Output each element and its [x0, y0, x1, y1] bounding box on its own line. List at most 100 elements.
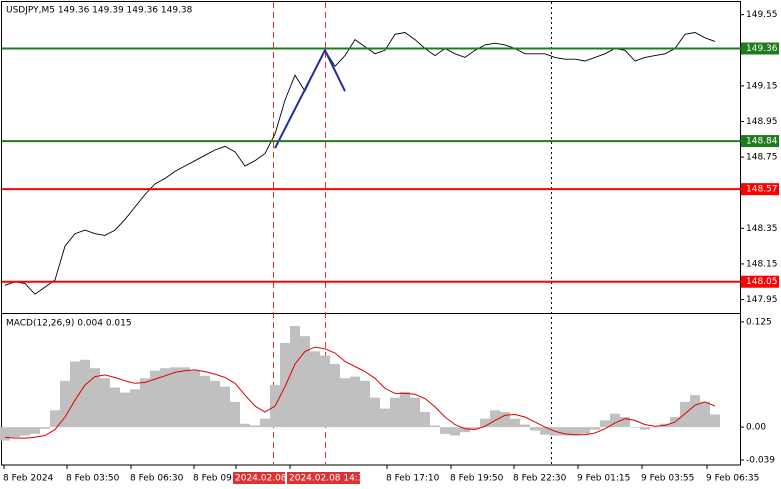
macd-bar — [400, 391, 410, 428]
x-tick-label: 9 Feb 01:15 — [577, 474, 630, 484]
macd-bar — [110, 387, 120, 428]
macd-bar — [430, 425, 440, 428]
level-label: 148.05 — [746, 277, 778, 287]
macd-bar — [70, 361, 80, 428]
macd-bar — [510, 418, 520, 428]
macd-bar — [40, 427, 50, 429]
x-tick-label: 8 Feb 17:10 — [386, 474, 440, 484]
level-label: 149.36 — [746, 44, 778, 54]
y-tick-label: 148.95 — [746, 117, 778, 127]
level-label: 148.84 — [746, 137, 778, 147]
y-tick-label: 0.00 — [746, 423, 766, 433]
x-tick-label: 8 Feb 22:30 — [513, 474, 567, 484]
macd-bar — [230, 401, 240, 428]
macd-bar — [580, 427, 590, 434]
macd-bar — [250, 425, 260, 428]
level-label-box — [741, 275, 779, 288]
level-label: 148.57 — [746, 185, 778, 195]
macd-bar — [170, 367, 180, 428]
macd-bar — [600, 420, 610, 428]
macd-bar — [60, 380, 70, 428]
macd-bar — [20, 427, 30, 436]
x-tick-label: 8 Feb 19:50 — [450, 474, 504, 484]
macd-bar — [210, 380, 220, 428]
macd-bar — [590, 427, 600, 430]
y-tick-label: 147.95 — [746, 295, 778, 305]
macd-bar — [90, 368, 100, 428]
macd-bar — [610, 413, 620, 428]
x-tick-label: 9 Feb 06:35 — [706, 474, 759, 484]
trend-line — [274, 48, 346, 149]
level-label-box — [741, 42, 779, 55]
macd-bar — [130, 389, 140, 428]
macd-bar — [310, 351, 320, 428]
macd-bar — [390, 397, 400, 428]
macd-bar — [140, 378, 150, 428]
y-tick-label: 149.15 — [746, 81, 778, 91]
macd-bar — [420, 411, 430, 428]
macd-bar — [350, 376, 360, 428]
x-tick-label: 8 Feb 09: — [193, 474, 235, 484]
macd-bar — [360, 380, 370, 428]
price-line — [4, 32, 716, 295]
macd-bar — [570, 427, 580, 436]
macd-bar — [10, 427, 20, 438]
macd-bar — [620, 417, 630, 428]
macd-bar — [630, 427, 640, 428]
macd-bar — [560, 427, 570, 436]
macd-bar — [150, 370, 160, 428]
y-tick-label: -0.039 — [746, 455, 775, 465]
macd-bar — [340, 378, 350, 428]
x-tick-label: 2024.02.08 14:35 — [289, 474, 369, 484]
macd-bar — [690, 395, 700, 428]
frame — [1, 1, 741, 466]
macd-bar — [240, 423, 250, 428]
y-tick-label: 149.55 — [746, 10, 778, 20]
macd-bar — [370, 397, 380, 428]
macd-bar — [220, 386, 230, 428]
x-tick-label: 8 Feb 03:50 — [66, 474, 120, 484]
macd-bar — [480, 418, 490, 428]
macd-bar — [190, 370, 200, 428]
chart-title: USDJPY,M5 149.36 149.39 149.36 149.38 — [6, 6, 193, 16]
macd-bar — [440, 427, 450, 434]
macd-bar — [530, 427, 540, 431]
signal-line — [4, 346, 716, 439]
macd-bar — [540, 427, 550, 435]
macd-bar — [290, 326, 300, 428]
y-tick-label: 148.75 — [746, 153, 778, 163]
x-label-highlight — [287, 472, 360, 484]
y-tick-label: 148.35 — [746, 224, 778, 234]
macd-bar — [80, 359, 90, 428]
macd-bar — [650, 427, 660, 428]
macd-bar — [280, 342, 290, 428]
x-tick-label: 9 Feb 03:55 — [641, 474, 694, 484]
macd-bar — [710, 414, 720, 428]
macd-bar — [160, 368, 170, 428]
macd-bar — [30, 427, 40, 434]
y-tick-label: 0.125 — [746, 317, 772, 327]
macd-bar — [460, 427, 470, 433]
macd-bar — [120, 392, 130, 428]
macd-bar — [520, 424, 530, 428]
macd-bar — [260, 418, 270, 428]
macd-bar — [450, 427, 460, 436]
level-label-box — [741, 135, 779, 148]
macd-bar — [410, 397, 420, 428]
macd-bar — [180, 367, 190, 428]
macd-bar — [50, 410, 60, 428]
macd-bar — [640, 427, 650, 430]
x-tick-label: 8 Feb 06:30 — [130, 474, 184, 484]
macd-bar — [320, 355, 330, 428]
macd-bar — [680, 401, 690, 428]
x-tick-label: 8 Feb 2024 — [3, 474, 54, 484]
macd-bar — [200, 375, 210, 428]
macd-bar — [380, 408, 390, 428]
y-tick-label: 148.15 — [746, 259, 778, 269]
macd-bar — [500, 411, 510, 428]
macd-bar — [100, 378, 110, 428]
x-label-highlight — [233, 472, 285, 484]
macd-bar — [300, 336, 310, 428]
